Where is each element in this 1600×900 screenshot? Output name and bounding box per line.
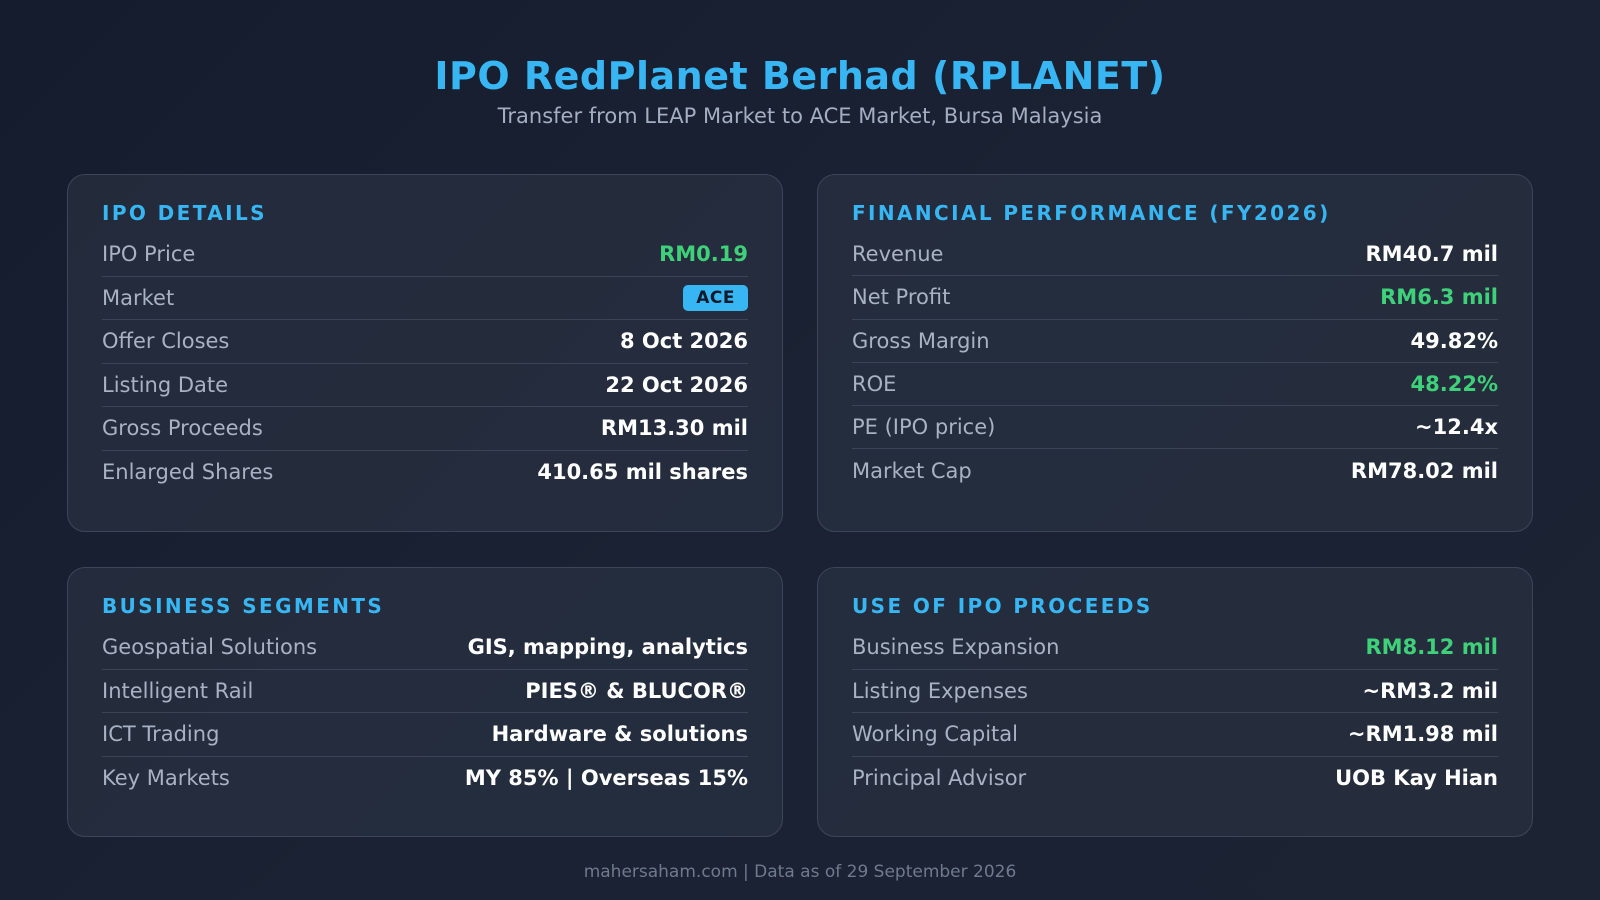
ipo-details-card: IPO DETAILS IPO Price RM0.19 Market ACE … <box>67 174 783 532</box>
row-value: UOB Kay Hian <box>1335 766 1498 791</box>
row-value: ~12.4x <box>1415 415 1498 440</box>
row-value: 8 Oct 2026 <box>619 329 748 354</box>
detail-row: Enlarged Shares 410.65 mil shares <box>102 451 748 495</box>
row-value: ~RM3.2 mil <box>1362 678 1498 703</box>
financial-performance-card: FINANCIAL PERFORMANCE (FY2026) Revenue R… <box>817 174 1533 532</box>
row-value: Hardware & solutions <box>491 722 748 747</box>
row-label: ICT Trading <box>102 722 220 747</box>
detail-row: IPO Price RM0.19 <box>102 233 748 277</box>
row-value: 49.82% <box>1410 328 1498 353</box>
card-title: FINANCIAL PERFORMANCE (FY2026) <box>852 201 1331 225</box>
row-label: Key Markets <box>102 766 230 791</box>
row-value: 48.22% <box>1410 372 1498 397</box>
row-label: Intelligent Rail <box>102 678 254 703</box>
row-label: Revenue <box>852 242 944 267</box>
financial-row: PE (IPO price) ~12.4x <box>852 406 1498 450</box>
row-label: Offer Closes <box>102 329 230 354</box>
row-label: Working Capital <box>852 722 1018 747</box>
page-subtitle: Transfer from LEAP Market to ACE Market,… <box>497 104 1103 128</box>
row-value: 22 Oct 2026 <box>605 372 748 397</box>
row-label: Gross Proceeds <box>102 416 263 441</box>
row-label: Net Profit <box>852 285 951 310</box>
detail-row: Offer Closes 8 Oct 2026 <box>102 320 748 364</box>
row-label: Gross Margin <box>852 328 990 353</box>
row-value: ~RM1.98 mil <box>1347 722 1498 747</box>
row-label: Principal Advisor <box>852 766 1027 791</box>
row-value: 410.65 mil shares <box>537 460 748 485</box>
business-rows: Geospatial Solutions GIS, mapping, analy… <box>102 626 748 800</box>
financial-row: ROE 48.22% <box>852 363 1498 407</box>
row-value: RM13.30 mil <box>600 416 748 441</box>
business-segments-card: BUSINESS SEGMENTS Geospatial Solutions G… <box>67 567 783 837</box>
financial-row: Market Cap RM78.02 mil <box>852 449 1498 492</box>
proceeds-row: Principal Advisor UOB Kay Hian <box>852 757 1498 801</box>
financial-row: Revenue RM40.7 mil <box>852 233 1498 277</box>
card-title: BUSINESS SEGMENTS <box>102 594 385 618</box>
row-label: Enlarged Shares <box>102 460 274 485</box>
row-label: Market Cap <box>852 459 972 484</box>
row-label: Geospatial Solutions <box>102 635 318 660</box>
detail-row: Market ACE <box>102 277 748 320</box>
row-value: GIS, mapping, analytics <box>467 635 748 660</box>
use-of-proceeds-card: USE OF IPO PROCEEDS Business Expansion R… <box>817 567 1533 837</box>
row-label: Listing Date <box>102 372 229 397</box>
page-title: IPO RedPlanet Berhad (RPLANET) <box>434 54 1166 98</box>
market-badge: ACE <box>683 284 748 311</box>
card-title: USE OF IPO PROCEEDS <box>852 594 1153 618</box>
financial-row: Net Profit RM6.3 mil <box>852 276 1498 320</box>
proceeds-row: Business Expansion RM8.12 mil <box>852 626 1498 670</box>
financial-row: Gross Margin 49.82% <box>852 320 1498 363</box>
row-value: MY 85% | Overseas 15% <box>464 766 748 791</box>
row-value: PIES® & BLUCOR® <box>525 678 748 703</box>
row-value: RM78.02 mil <box>1350 459 1498 484</box>
proceeds-rows: Business Expansion RM8.12 mil Listing Ex… <box>852 626 1498 800</box>
segment-row: Intelligent Rail PIES® & BLUCOR® <box>102 670 748 713</box>
row-label: Business Expansion <box>852 635 1060 660</box>
proceeds-row: Working Capital ~RM1.98 mil <box>852 713 1498 757</box>
footer-credit: mahersaham.com | Data as of 29 September… <box>583 862 1017 882</box>
segment-row: Geospatial Solutions GIS, mapping, analy… <box>102 626 748 670</box>
row-label: PE (IPO price) <box>852 415 996 440</box>
row-value: RM40.7 mil <box>1365 242 1498 267</box>
ipo-details-rows: IPO Price RM0.19 Market ACE Offer Closes… <box>102 233 748 494</box>
row-label: Market <box>102 285 175 310</box>
row-value: RM0.19 <box>659 242 748 267</box>
header: IPO RedPlanet Berhad (RPLANET) Transfer … <box>0 52 1600 130</box>
card-title: IPO DETAILS <box>102 201 267 225</box>
row-label: Listing Expenses <box>852 678 1028 703</box>
proceeds-row: Listing Expenses ~RM3.2 mil <box>852 670 1498 713</box>
segment-row: ICT Trading Hardware & solutions <box>102 713 748 757</box>
financial-rows: Revenue RM40.7 mil Net Profit RM6.3 mil … <box>852 233 1498 493</box>
detail-row: Gross Proceeds RM13.30 mil <box>102 407 748 451</box>
row-label: ROE <box>852 372 897 397</box>
detail-row: Listing Date 22 Oct 2026 <box>102 364 748 407</box>
segment-row: Key Markets MY 85% | Overseas 15% <box>102 757 748 801</box>
row-label: IPO Price <box>102 242 196 267</box>
row-value: RM8.12 mil <box>1365 635 1498 660</box>
row-value: RM6.3 mil <box>1380 285 1498 310</box>
